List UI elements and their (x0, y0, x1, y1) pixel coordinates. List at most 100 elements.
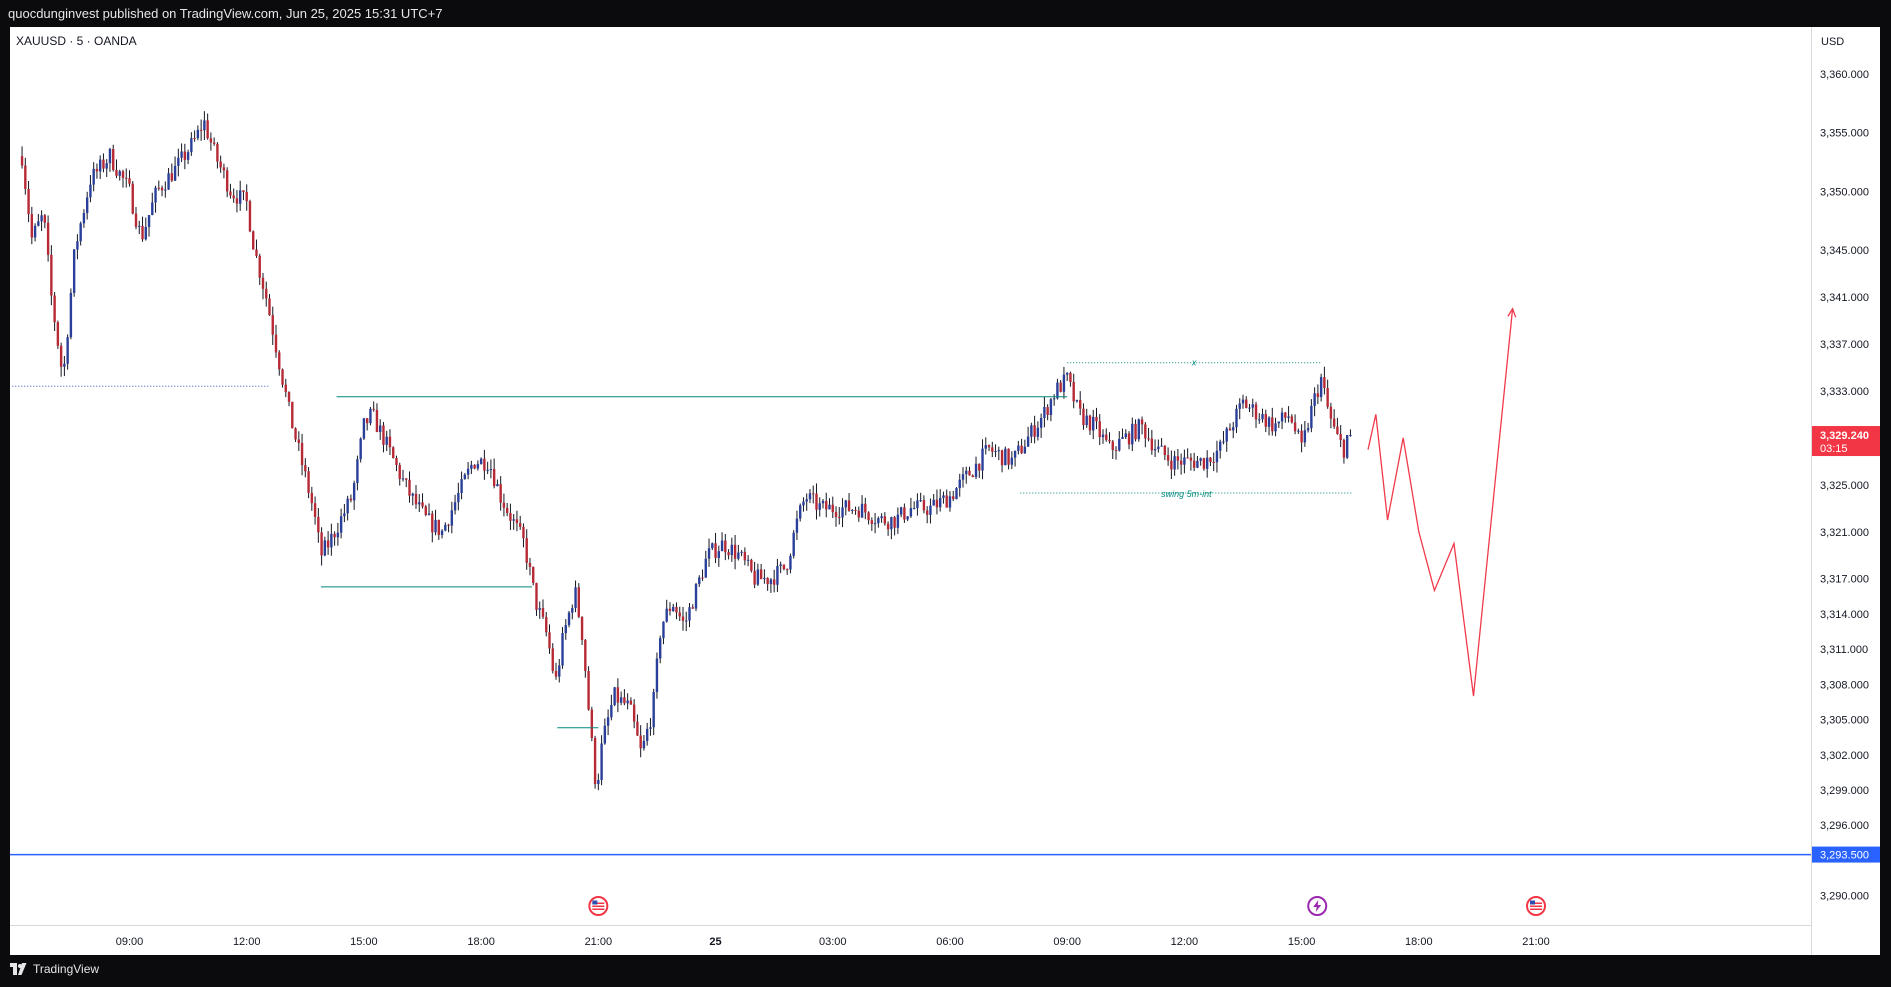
candle-up (805, 493, 808, 511)
candle-down (639, 725, 642, 758)
candle-body (365, 418, 369, 424)
currency-label[interactable]: USD (1821, 36, 1845, 48)
candle-body (828, 504, 831, 510)
candle-down (750, 558, 753, 573)
candle-body (528, 562, 532, 567)
candle-down (577, 583, 581, 619)
candle-down (271, 306, 274, 345)
candle-body (603, 725, 607, 744)
candle-up (645, 722, 649, 746)
candle-body (909, 508, 913, 517)
candle-body (626, 700, 629, 704)
price-tick-label: 3,333.000 (1820, 386, 1869, 398)
candle-up (1303, 420, 1307, 447)
candle-body (535, 582, 538, 610)
time-axis[interactable]: 09:00 12:00 15:00 18:00 21:00 25 03:00 06:00 09:… (10, 925, 1811, 955)
candle-body (952, 496, 955, 500)
candle-down (183, 143, 187, 170)
candle-down (261, 272, 265, 300)
candle-body (590, 709, 594, 738)
candle-down (131, 181, 134, 215)
candle-up (1056, 378, 1059, 400)
candle-body (838, 517, 841, 519)
candle-body (672, 606, 675, 612)
candle-down (317, 507, 320, 543)
candle-body (160, 187, 164, 191)
candle-down (1176, 448, 1180, 470)
candle-down (1147, 427, 1150, 442)
candle-body (414, 493, 418, 505)
candle-down (864, 497, 867, 520)
candle-body (883, 516, 887, 524)
us-flag-stripe (1530, 908, 1543, 910)
candle-body (922, 500, 926, 511)
tradingview-brand[interactable]: TradingView (10, 962, 99, 976)
candle-body (1245, 399, 1248, 408)
candle-up (330, 523, 333, 556)
candle-up (1160, 437, 1163, 447)
candle-down (551, 643, 554, 674)
candle-body (1105, 434, 1108, 440)
candle-body (942, 495, 945, 498)
price-tick-label: 3,337.000 (1820, 339, 1869, 351)
candle-up (1010, 451, 1014, 470)
candle-body (769, 579, 773, 585)
candle-body (645, 728, 649, 741)
candle-body (1319, 377, 1323, 398)
price-axis[interactable]: USD 3,360.000 3,355.000 3,350.000 3,345.000… (1811, 27, 1880, 955)
candle-down (1140, 416, 1144, 435)
candle-body (574, 587, 577, 609)
candle-body (336, 532, 340, 538)
candle-down (235, 190, 239, 213)
candle-body (444, 524, 447, 531)
us-flag-stripe (592, 902, 605, 904)
candle-body (258, 255, 261, 278)
candle-up (1225, 426, 1228, 452)
plot-area[interactable]: x swing 5m-int XAUUSD · 5 · OANDA (10, 27, 1811, 925)
candle-body (37, 221, 40, 226)
candle-down (991, 441, 994, 458)
candle-up (476, 460, 480, 471)
candle-up (1039, 413, 1043, 438)
candle-body (600, 743, 603, 780)
candle-body (222, 167, 226, 171)
candle-body (274, 334, 278, 353)
candle-up (1049, 397, 1053, 422)
candle-up (1052, 394, 1056, 406)
candle-body (997, 450, 1001, 452)
blue-level-tag: 3,293.500 (1812, 846, 1880, 863)
candle-down (1290, 414, 1294, 424)
candle-up (177, 148, 180, 177)
candle-body (571, 608, 574, 613)
candle-up (688, 602, 691, 628)
candle-body (1176, 456, 1180, 461)
candle-down (102, 153, 105, 173)
candle-body (1124, 433, 1127, 438)
candle-up (108, 147, 112, 172)
candle-body (515, 519, 519, 524)
candle-down (278, 350, 281, 376)
candle-down (753, 561, 756, 589)
chart-plot[interactable]: x swing 5m-int (10, 27, 1811, 925)
candle-up (512, 514, 515, 530)
candle-down (307, 467, 310, 499)
time-tick-label: 12:00 (1171, 936, 1199, 948)
candle-body (994, 451, 997, 453)
time-tick-label: 21:00 (1522, 936, 1550, 948)
candle-body (906, 516, 909, 520)
candle-up (659, 635, 662, 664)
candle-body (1173, 456, 1176, 470)
price-tick-label: 3,341.000 (1820, 292, 1869, 304)
candle-up (33, 223, 37, 242)
candle-up (574, 580, 577, 613)
candle-up (1277, 421, 1281, 428)
candle-down (867, 511, 870, 525)
candle-down (46, 215, 50, 262)
candle-up (958, 473, 961, 497)
candle-body (864, 503, 867, 513)
candle-down (1111, 439, 1114, 460)
candle-body (1303, 430, 1307, 443)
candle-down (785, 568, 789, 575)
candle-body (1297, 430, 1300, 432)
symbol-label[interactable]: XAUUSD · 5 · OANDA (16, 34, 137, 48)
